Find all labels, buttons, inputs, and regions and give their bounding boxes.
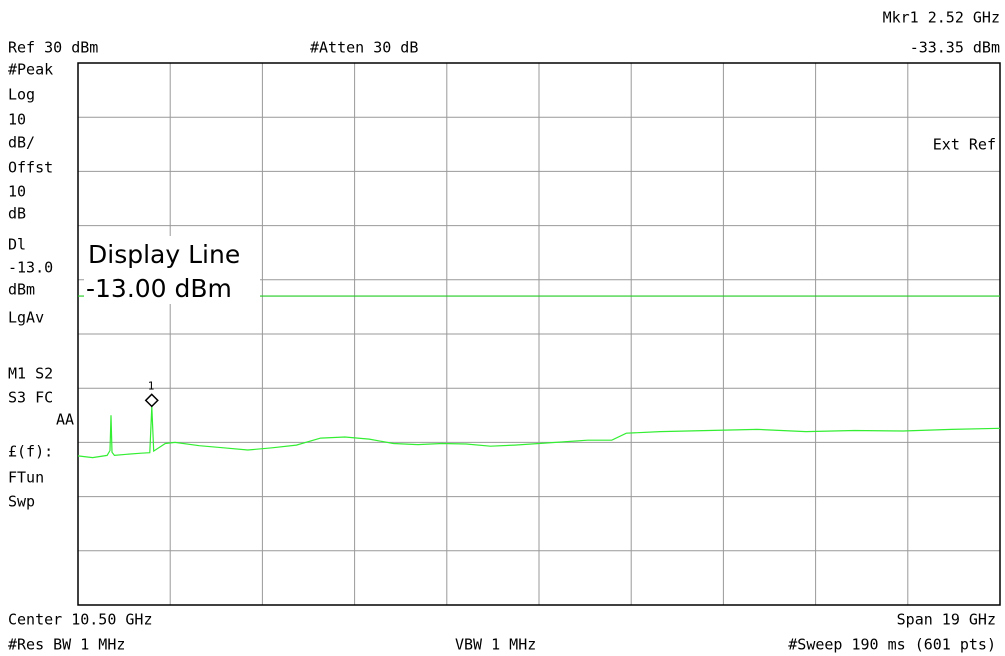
sweep: #Sweep 190 ms (601 pts) xyxy=(788,636,996,654)
panel-label: 10 xyxy=(8,111,26,129)
plot-border xyxy=(77,62,1001,606)
marker-label: 1 xyxy=(148,379,155,392)
display-line-box xyxy=(84,236,260,304)
marker-frequency: Mkr1 2.52 GHz xyxy=(883,9,1000,27)
panel-label: Swp xyxy=(8,493,35,511)
center-frequency: Center 10.50 GHz xyxy=(8,611,153,629)
panel-label: #Peak xyxy=(8,61,53,79)
span: Span 19 GHz xyxy=(897,611,996,629)
ext-ref-label: Ext Ref xyxy=(933,136,996,154)
panel-label: -13.0 xyxy=(8,259,53,277)
attenuation: #Atten 30 dB xyxy=(310,39,418,57)
panel-label: 10 xyxy=(8,183,26,201)
resolution-bandwidth: #Res BW 1 MHz xyxy=(8,636,125,654)
panel-label: £(f): xyxy=(8,443,53,461)
panel-label: FTun xyxy=(8,469,44,487)
panel-label: dBm xyxy=(8,281,35,299)
display-line-title: Display Line xyxy=(88,240,240,269)
trace xyxy=(77,406,1001,459)
panel-label: Log xyxy=(8,86,35,104)
panel-label: LgAv xyxy=(8,309,44,327)
video-bandwidth: VBW 1 MHz xyxy=(455,636,536,654)
panel-label: S3 FC xyxy=(8,389,53,407)
panel-label: dB xyxy=(8,205,26,223)
panel-label: dB/ xyxy=(8,134,35,152)
marker-level: -33.35 dBm xyxy=(910,39,1000,57)
display-line-value: -13.00 dBm xyxy=(86,274,232,303)
panel-label: Offst xyxy=(8,159,53,177)
marker-diamond xyxy=(144,393,159,408)
reference-level: Ref 30 dBm xyxy=(8,39,98,57)
panel-label: AA xyxy=(56,411,74,429)
panel-label: Dl xyxy=(8,236,26,254)
panel-label: M1 S2 xyxy=(8,365,53,383)
